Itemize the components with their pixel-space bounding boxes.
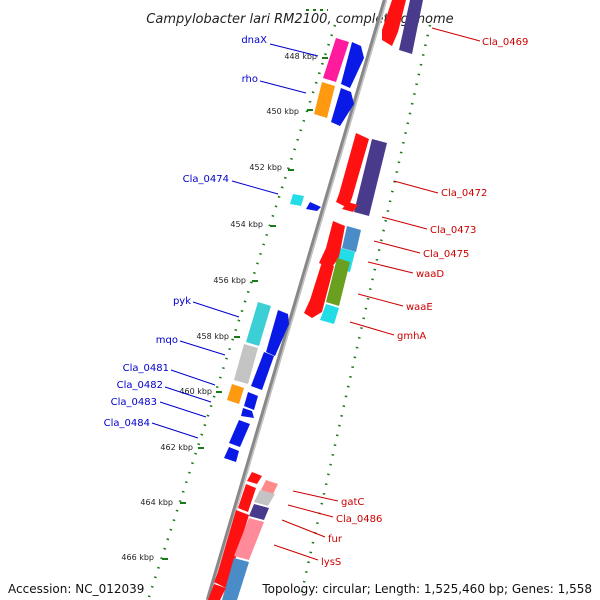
gene-gmhA-feature[interactable] (320, 304, 339, 324)
gene-label-Cla_0469[interactable]: Cla_0469 (482, 37, 528, 48)
gene-Cla_0469-feature[interactable] (399, 0, 423, 54)
gene-label-mqo[interactable]: mqo (156, 335, 178, 346)
tick-label: 448 kbp (284, 52, 317, 61)
tick-label: 450 kbp (266, 107, 299, 116)
gene-Cla_0482-arrow[interactable] (244, 392, 258, 410)
gene-label-Cla_0472[interactable]: Cla_0472 (441, 188, 487, 199)
gene-mqo-arrow[interactable] (251, 352, 274, 390)
gene-label-lysS[interactable]: lysS (321, 557, 341, 568)
gene-label-Cla_0475[interactable]: Cla_0475 (423, 249, 469, 260)
right-ruler (298, 24, 432, 600)
left-labels: dnaX rho Cla_0474 pyk mqo Cla_0481 Cla_0… (104, 35, 319, 439)
gene-Cla_0486-feature[interactable] (254, 490, 275, 506)
gene-Cla_0474-arrow[interactable] (306, 202, 321, 211)
gene-Cla_0481-feature[interactable] (227, 384, 244, 404)
left-ruler (146, 24, 337, 600)
tick-label: 464 kbp (140, 498, 173, 507)
gene-label-dnaX[interactable]: dnaX (241, 35, 267, 46)
tick-label: 458 kbp (196, 332, 229, 341)
gene-waaE-arrow[interactable] (304, 262, 334, 318)
gene-gatC-arrow[interactable] (247, 472, 262, 484)
gene-label-gmhA[interactable]: gmhA (397, 331, 426, 342)
gene-label-Cla_0484[interactable]: Cla_0484 (104, 418, 150, 429)
gene-mqo-feature[interactable] (234, 344, 258, 384)
gene-gatC-feature[interactable] (261, 480, 278, 494)
gene-Cla_0473-arrow[interactable] (342, 202, 358, 212)
gene-Cla_0483-arrow[interactable] (241, 408, 254, 418)
gene-Cla_0486-arrow[interactable] (238, 484, 256, 512)
gene-rho-feature[interactable] (314, 82, 335, 118)
gene-lysS-arrow[interactable] (208, 584, 226, 600)
gene-label-waaE[interactable]: waaE (406, 302, 433, 313)
right-labels: Cla_0469 Cla_0472 Cla_0473 Cla_0475 waaD… (273, 27, 528, 568)
tick-label: 466 kbp (121, 553, 154, 562)
backbone-highlight (208, 0, 388, 600)
gene-label-Cla_0482[interactable]: Cla_0482 (117, 380, 163, 391)
topology-label: Topology: circular; Length: 1,525,460 bp… (262, 582, 592, 596)
gene-label-pyk[interactable]: pyk (173, 296, 191, 307)
tick-label: 452 kbp (249, 163, 282, 172)
gene-label-Cla_0481[interactable]: Cla_0481 (123, 363, 169, 374)
gene-rho-arrow[interactable] (331, 88, 354, 126)
gene-dnaX-feature[interactable] (323, 38, 349, 82)
gene-Cla_0484-arrow-a[interactable] (229, 420, 250, 447)
gene-label-rho[interactable]: rho (242, 74, 258, 85)
gene-label-Cla_0486[interactable]: Cla_0486 (336, 514, 382, 525)
gene-lysS-feature-2[interactable] (222, 558, 249, 600)
tick-label: 456 kbp (213, 276, 246, 285)
gene-Cla_0472-arrow[interactable] (336, 133, 369, 208)
tick-label: 462 kbp (160, 443, 193, 452)
gene-label-fur[interactable]: fur (328, 534, 343, 545)
gene-label-Cla_0473[interactable]: Cla_0473 (430, 225, 476, 236)
gene-lysS-feature[interactable] (234, 518, 264, 560)
gene-pyk-arrow[interactable] (266, 310, 289, 356)
tick-label: 454 kbp (230, 220, 263, 229)
gene-Cla_0475-feature[interactable] (342, 226, 361, 252)
gene-label-gatC[interactable]: gatC (341, 497, 364, 508)
gene-Cla_0469-arrow[interactable] (382, 0, 406, 46)
gene-waaE-feature[interactable] (326, 258, 350, 306)
tick-label: 460 kbp (179, 387, 212, 396)
gene-Cla_0474-feature[interactable] (290, 194, 304, 206)
accession-label: Accession: NC_012039 (8, 582, 145, 596)
gene-Cla_0475-arrow[interactable] (319, 221, 345, 268)
gene-fur-arrow[interactable] (214, 510, 249, 588)
gene-label-Cla_0474[interactable]: Cla_0474 (183, 174, 229, 185)
gene-label-waaD[interactable]: waaD (416, 269, 444, 280)
scale-ticks: 448 kbp 450 kbp 452 kbp 454 kbp 456 kbp … (121, 52, 328, 562)
gene-label-Cla_0483[interactable]: Cla_0483 (111, 397, 157, 408)
gene-pyk-feature[interactable] (246, 302, 271, 346)
gene-Cla_0473-feature[interactable] (354, 139, 387, 216)
gene-fur-feature[interactable] (249, 504, 269, 520)
gene-dnaX-arrow[interactable] (341, 42, 364, 88)
gene-Cla_0484-arrow-b[interactable] (224, 447, 239, 462)
backbone (205, 0, 388, 600)
